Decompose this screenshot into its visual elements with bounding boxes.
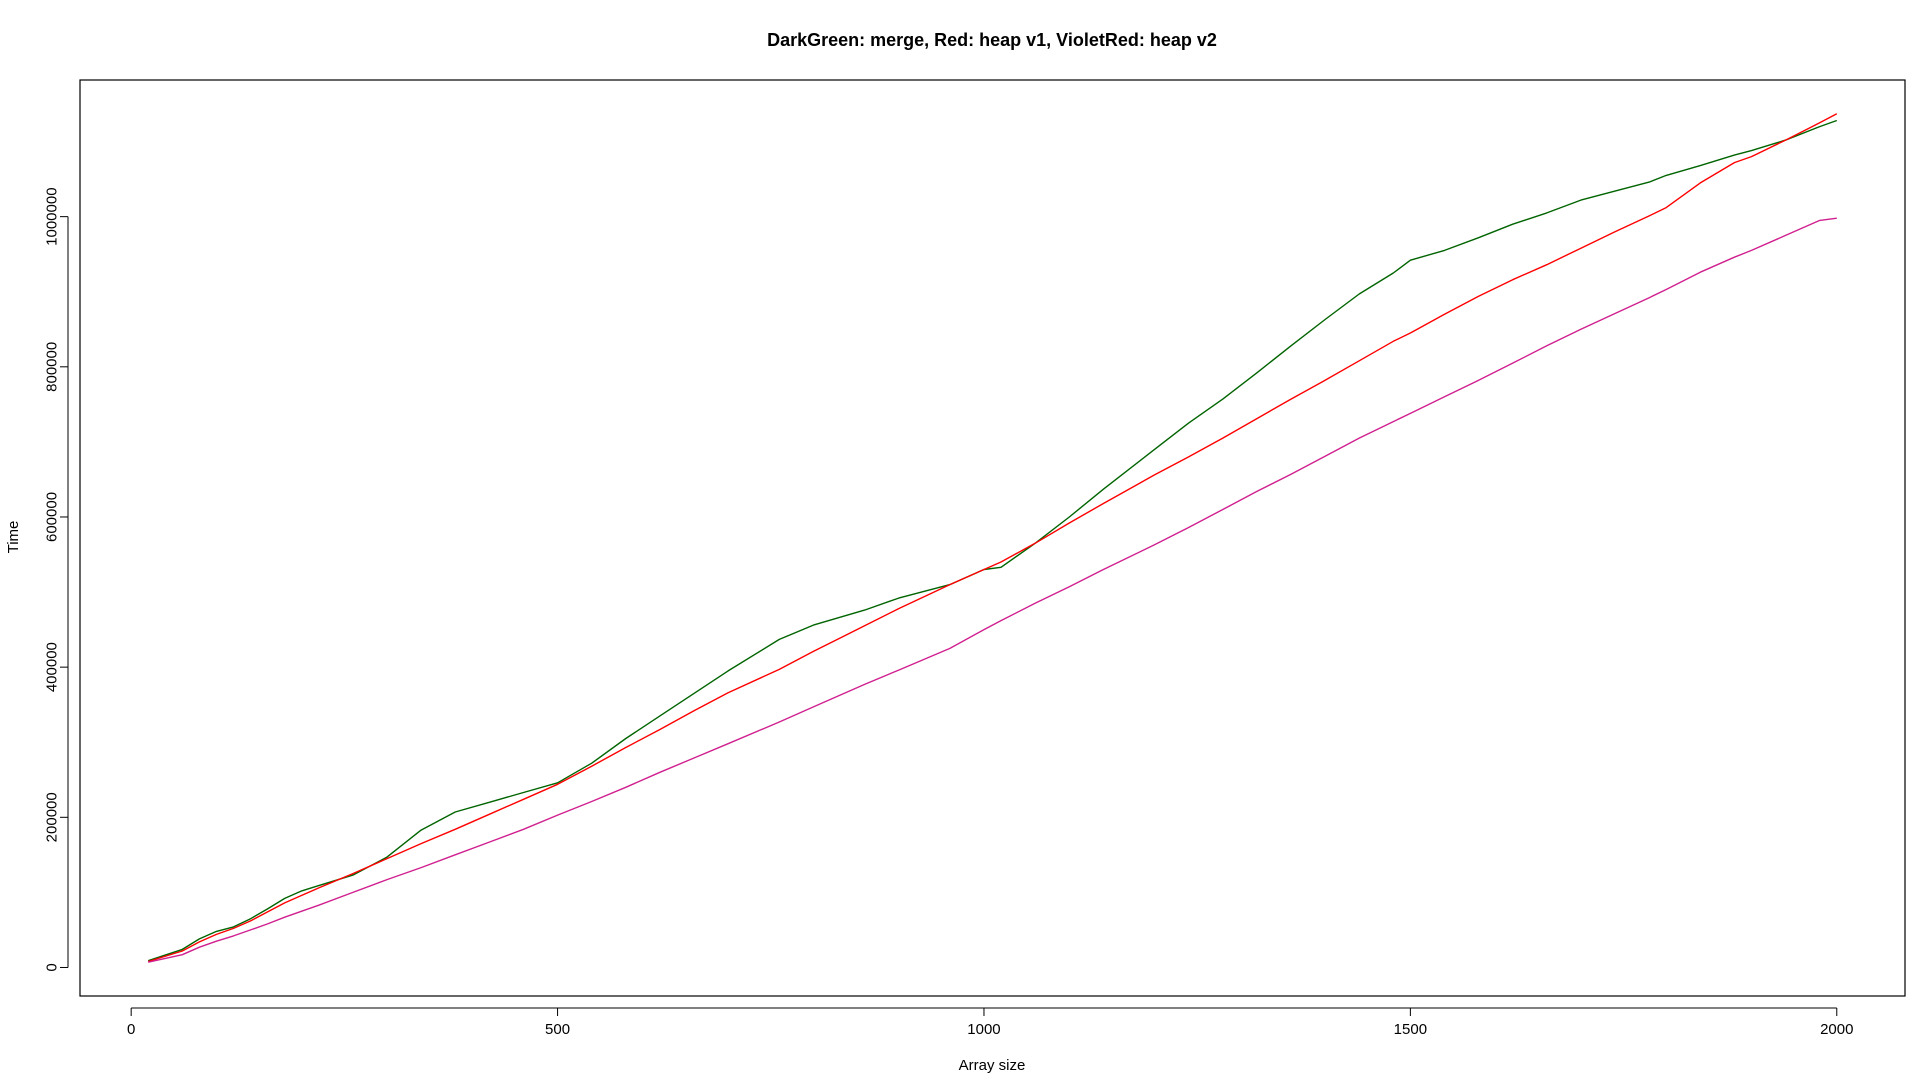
y-axis-label: Time [5, 521, 22, 554]
y-tick-label: 800000 [44, 342, 61, 392]
series-line-3 [148, 217, 1837, 963]
y-tick-label: 1000000 [44, 187, 61, 245]
chart-title: DarkGreen: merge, Red: heap v1, VioletRe… [767, 30, 1217, 50]
plot-area-frame [79, 79, 1906, 997]
series-layer [147, 113, 1838, 963]
x-axis: 0 500 1000 1500 2000 [127, 1007, 1853, 1038]
x-tick-label: 2000 [1820, 1021, 1853, 1038]
y-tick-label: 600000 [44, 492, 61, 542]
x-tick-label: 1000 [967, 1021, 1000, 1038]
x-tick-label: 0 [127, 1021, 135, 1038]
y-axis: 0 200000 400000 600000 800000 1000000 [44, 187, 69, 972]
x-tick-label: 1500 [1394, 1021, 1427, 1038]
y-tick-label: 0 [44, 963, 61, 971]
series-line-2 [147, 113, 1838, 963]
x-axis-label: Array size [959, 1057, 1026, 1074]
x-tick-label: 500 [545, 1021, 570, 1038]
y-tick-label: 200000 [44, 792, 61, 842]
y-tick-label: 400000 [44, 642, 61, 692]
